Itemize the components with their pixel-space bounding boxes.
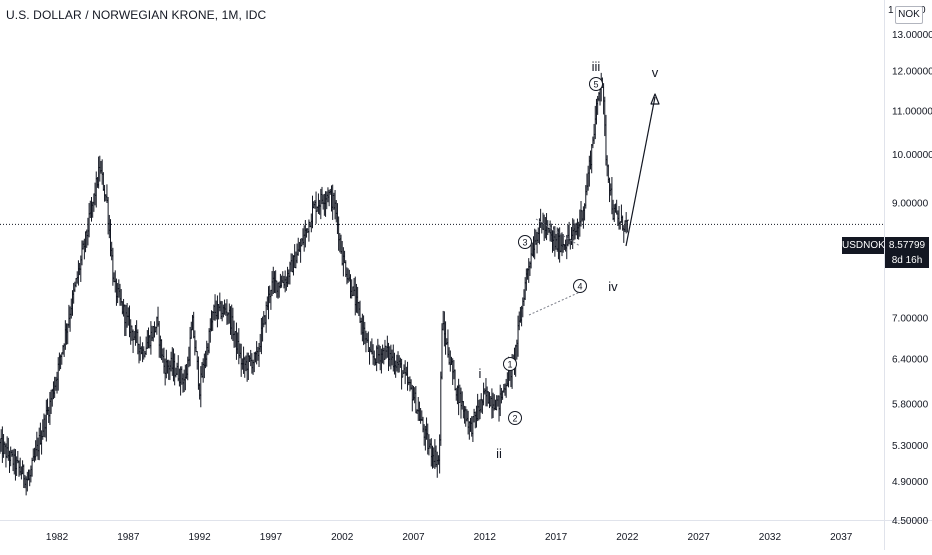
y-tick-label: 6.40000: [892, 355, 929, 366]
wave-label-roman: v: [652, 65, 659, 80]
y-tick-label: 10.00000: [892, 150, 932, 161]
last-price-tag: 8.57799: [885, 237, 929, 254]
x-tick-label: 1992: [188, 532, 211, 543]
wave-label-number: 4: [577, 282, 582, 292]
wave-label-number: 2: [512, 414, 517, 424]
x-tick-label: 2037: [830, 532, 853, 543]
x-tick-label: 2012: [474, 532, 497, 543]
wave-label-roman: iii: [592, 59, 601, 74]
ohlc-bar: [625, 219, 629, 233]
wave-label-ring: [503, 357, 517, 371]
x-tick-label: 2032: [759, 532, 782, 543]
y-tick-label-fragment: 1: [888, 5, 894, 16]
x-tick-label: 2017: [545, 532, 568, 543]
y-tick-label-fragment: 0: [920, 5, 926, 16]
x-tick-label: 2002: [331, 532, 354, 543]
y-tick-label: 4.90000: [892, 477, 929, 488]
wave-label-circled: 1: [503, 357, 517, 371]
wave-label-number: 3: [522, 238, 527, 248]
x-tick-label: 2022: [616, 532, 639, 543]
triangle-upper-line: [535, 218, 581, 247]
symbol-title: U.S. DOLLAR / NORWEGIAN KRONE, 1M, IDC: [6, 8, 267, 22]
y-tick-label: 13.00000: [892, 30, 932, 41]
wave-label-circled: 5: [589, 77, 603, 91]
projection-arrow-line: [625, 96, 656, 247]
price-scale[interactable]: 4.50000 4.90000 5.30000 5.80000 6.40000 7.000…: [888, 5, 932, 527]
projection-arrow-head: [650, 93, 660, 105]
wave-label-roman: ii: [496, 446, 502, 461]
x-tick-label: 2027: [688, 532, 711, 543]
wave-label-number: 5: [593, 80, 598, 90]
wave-label-ring: [518, 235, 532, 249]
x-tick-label: 1997: [260, 532, 283, 543]
x-tick-label: 2007: [402, 532, 425, 543]
symbol-price-tag: USDNOK: [842, 237, 885, 254]
triangle-lower-line: [528, 291, 581, 316]
wave-label-circled: 3: [518, 235, 532, 249]
y-tick-label: 5.30000: [892, 441, 929, 452]
wave-label-number: 1: [507, 360, 512, 370]
wave-label-ring: [589, 77, 603, 91]
wave-label-circled: 2: [508, 411, 522, 425]
y-tick-label: 9.00000: [892, 198, 929, 209]
y-tick-label: 12.00000: [892, 67, 932, 78]
y-tick-label: 4.50000: [892, 516, 929, 527]
price-bars: [0, 72, 629, 496]
y-tick-label: 7.00000: [892, 314, 929, 325]
x-tick-label: 1987: [117, 532, 140, 543]
wave-label-roman: iv: [608, 279, 618, 294]
ohlc-bar: [406, 361, 410, 391]
bar-countdown: 8d 16h: [885, 254, 929, 268]
wave-label-roman: i: [479, 366, 482, 381]
wave-label-circled: 4: [573, 279, 587, 293]
ohlc-bar: [440, 323, 444, 380]
y-tick-label: 5.80000: [892, 400, 929, 411]
time-scale[interactable]: 1982 1987 1992 1997 2002 2007 2012 2017 2022 2027…: [46, 532, 853, 543]
x-tick-label: 1982: [46, 532, 69, 543]
wave-label-ring: [508, 411, 522, 425]
wave-label-ring: [573, 279, 587, 293]
currency-badge[interactable]: NOK: [895, 6, 923, 24]
y-tick-label: 11.00000: [892, 106, 932, 117]
